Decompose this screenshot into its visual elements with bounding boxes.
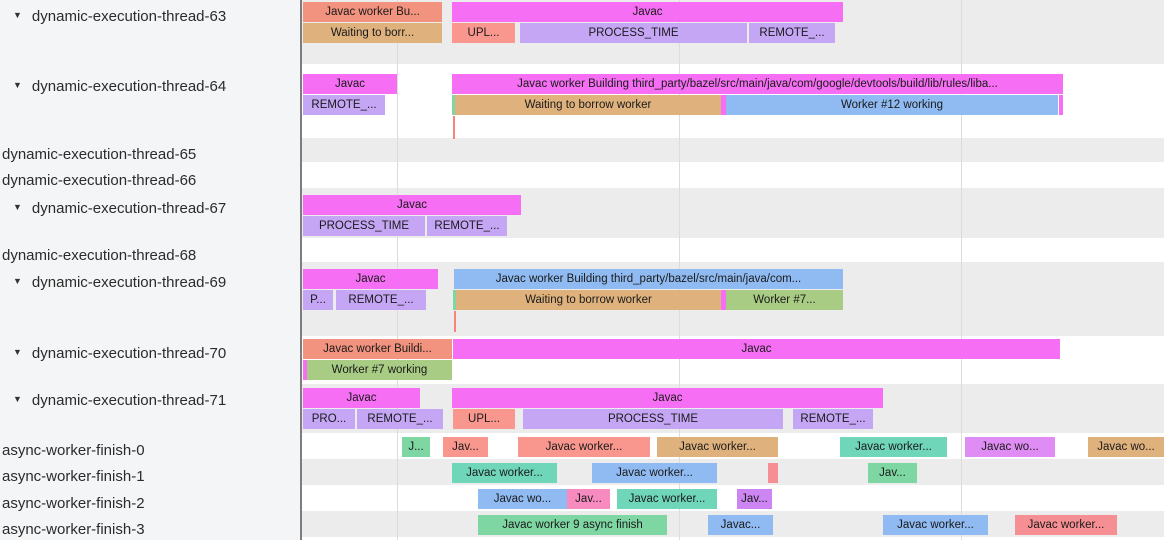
trace-slice[interactable]: Javac... xyxy=(708,515,773,535)
trace-slice[interactable]: REMOTE_... xyxy=(336,290,426,310)
thread-label: dynamic-execution-thread-65 xyxy=(2,145,197,163)
expand-triangle-icon[interactable]: ▼ xyxy=(13,276,22,286)
trace-slice[interactable]: REMOTE_... xyxy=(427,216,507,236)
trace-slice[interactable]: Javac xyxy=(303,195,521,215)
trace-slice[interactable]: Javac worker... xyxy=(1015,515,1117,535)
trace-slice[interactable]: Javac worker... xyxy=(518,437,650,457)
thread-label: dynamic-execution-thread-63 xyxy=(31,7,227,25)
trace-slice[interactable] xyxy=(768,463,778,483)
trace-slice[interactable]: Javac xyxy=(303,74,397,94)
trace-slice[interactable]: PRO... xyxy=(303,409,355,429)
thread-label: async-worker-finish-0 xyxy=(2,441,145,459)
trace-slice[interactable]: Worker #7 working xyxy=(307,360,452,380)
track-stripe xyxy=(302,138,1164,162)
trace-slice[interactable]: Javac wo... xyxy=(478,489,567,509)
trace-slice[interactable]: Worker #7... xyxy=(726,290,843,310)
trace-slice[interactable]: REMOTE_... xyxy=(749,23,835,43)
sidebar-item-async-worker-finish-1[interactable]: async-worker-finish-1 xyxy=(0,467,145,485)
trace-slice[interactable]: Javac wo... xyxy=(1088,437,1164,457)
trace-slice[interactable]: Javac wo... xyxy=(965,437,1055,457)
trace-slice[interactable]: Javac worker Building third_party/bazel/… xyxy=(452,74,1063,94)
trace-slice[interactable]: REMOTE_... xyxy=(793,409,873,429)
trace-slice[interactable]: Waiting to borrow worker xyxy=(456,290,721,310)
trace-slice[interactable]: Javac xyxy=(452,388,883,408)
trace-slice[interactable]: Waiting to borrow worker xyxy=(455,95,721,115)
trace-slice[interactable]: UPL... xyxy=(452,23,515,43)
thread-label: async-worker-finish-1 xyxy=(2,467,145,485)
sidebar-item-dynamic-execution-thread-66[interactable]: dynamic-execution-thread-66 xyxy=(0,171,196,189)
trace-slice[interactable]: PROCESS_TIME xyxy=(520,23,747,43)
sidebar-item-dynamic-execution-thread-70[interactable]: ▼ dynamic-execution-thread-70 xyxy=(0,344,226,362)
trace-slice[interactable] xyxy=(721,95,726,115)
sidebar-item-dynamic-execution-thread-64[interactable]: ▼ dynamic-execution-thread-64 xyxy=(0,77,226,95)
track-stripe xyxy=(302,238,1164,262)
sidebar-item-dynamic-execution-thread-63[interactable]: ▼ dynamic-execution-thread-63 xyxy=(0,7,226,25)
sidebar-item-dynamic-execution-thread-69[interactable]: ▼ dynamic-execution-thread-69 xyxy=(0,273,226,291)
expand-triangle-icon[interactable]: ▼ xyxy=(13,202,22,212)
trace-slice[interactable] xyxy=(721,290,726,310)
sidebar-item-async-worker-finish-2[interactable]: async-worker-finish-2 xyxy=(0,494,145,512)
sidebar-item-dynamic-execution-thread-67[interactable]: ▼ dynamic-execution-thread-67 xyxy=(0,199,226,217)
expand-triangle-icon[interactable]: ▼ xyxy=(13,80,22,90)
expand-triangle-icon[interactable]: ▼ xyxy=(13,10,22,20)
trace-slice[interactable]: Javac worker... xyxy=(883,515,988,535)
trace-slice[interactable]: Javac worker 9 async finish xyxy=(478,515,667,535)
timeline: Javac worker Bu... Javac Waiting to borr..… xyxy=(302,0,1164,540)
trace-slice[interactable]: REMOTE_... xyxy=(303,95,385,115)
trace-slice[interactable]: Javac worker... xyxy=(452,463,557,483)
trace-slice[interactable]: P... xyxy=(303,290,333,310)
trace-slice[interactable]: Javac worker Building third_party/bazel/… xyxy=(454,269,843,289)
trace-slice[interactable]: Javac worker... xyxy=(657,437,778,457)
thread-label: dynamic-execution-thread-71 xyxy=(31,391,227,409)
trace-slice[interactable]: Javac worker... xyxy=(840,437,947,457)
trace-slice[interactable]: Javac xyxy=(453,339,1060,359)
thread-label: dynamic-execution-thread-70 xyxy=(31,344,227,362)
trace-slice[interactable]: Javac worker Buildi... xyxy=(303,339,452,359)
trace-slice[interactable]: Javac worker... xyxy=(617,489,717,509)
trace-slice[interactable] xyxy=(1059,95,1063,115)
sidebar-item-async-worker-finish-0[interactable]: async-worker-finish-0 xyxy=(0,441,145,459)
gridline xyxy=(961,0,962,540)
track-stripe xyxy=(302,459,1164,485)
trace-slice[interactable]: Javac xyxy=(452,2,843,22)
trace-slice[interactable] xyxy=(452,95,455,115)
trace-slice[interactable]: Javac xyxy=(303,269,438,289)
trace-tick[interactable] xyxy=(454,311,456,332)
expand-triangle-icon[interactable]: ▼ xyxy=(13,347,22,357)
trace-slice[interactable]: PROCESS_TIME xyxy=(523,409,783,429)
track-stripe xyxy=(302,537,1164,540)
trace-slice[interactable]: Jav... xyxy=(737,489,772,509)
sidebar-item-dynamic-execution-thread-68[interactable]: dynamic-execution-thread-68 xyxy=(0,246,196,264)
expand-triangle-icon[interactable]: ▼ xyxy=(13,394,22,404)
thread-label: async-worker-finish-3 xyxy=(2,520,145,538)
trace-slice[interactable]: Waiting to borr... xyxy=(303,23,442,43)
trace-slice[interactable] xyxy=(453,290,456,310)
thread-label: dynamic-execution-thread-67 xyxy=(31,199,227,217)
thread-label: dynamic-execution-thread-68 xyxy=(2,246,197,264)
trace-slice[interactable]: REMOTE_... xyxy=(357,409,443,429)
trace-slice[interactable]: Javac xyxy=(303,388,420,408)
trace-tick[interactable] xyxy=(453,116,455,139)
trace-slice[interactable]: J... xyxy=(402,437,430,457)
thread-label: dynamic-execution-thread-69 xyxy=(31,273,227,291)
sidebar: ▼ dynamic-execution-thread-63 ▼ dynamic-exe… xyxy=(0,0,302,540)
thread-label: dynamic-execution-thread-66 xyxy=(2,171,197,189)
sidebar-item-dynamic-execution-thread-71[interactable]: ▼ dynamic-execution-thread-71 xyxy=(0,391,226,409)
trace-slice[interactable]: Jav... xyxy=(868,463,917,483)
track-stripe xyxy=(302,485,1164,511)
trace-slice[interactable] xyxy=(303,360,307,380)
trace-slice[interactable]: Worker #12 working xyxy=(726,95,1058,115)
thread-label: dynamic-execution-thread-64 xyxy=(31,77,227,95)
sidebar-item-async-worker-finish-3[interactable]: async-worker-finish-3 xyxy=(0,520,145,538)
trace-slice[interactable]: Jav... xyxy=(567,489,610,509)
trace-slice[interactable]: Javac worker Bu... xyxy=(303,2,442,22)
trace-slice[interactable]: Javac worker... xyxy=(592,463,717,483)
sidebar-item-dynamic-execution-thread-65[interactable]: dynamic-execution-thread-65 xyxy=(0,145,196,163)
trace-slice[interactable]: Jav... xyxy=(443,437,488,457)
thread-label: async-worker-finish-2 xyxy=(2,494,145,512)
trace-slice[interactable]: PROCESS_TIME xyxy=(303,216,425,236)
trace-slice[interactable]: UPL... xyxy=(453,409,515,429)
track-stripe xyxy=(302,162,1164,188)
